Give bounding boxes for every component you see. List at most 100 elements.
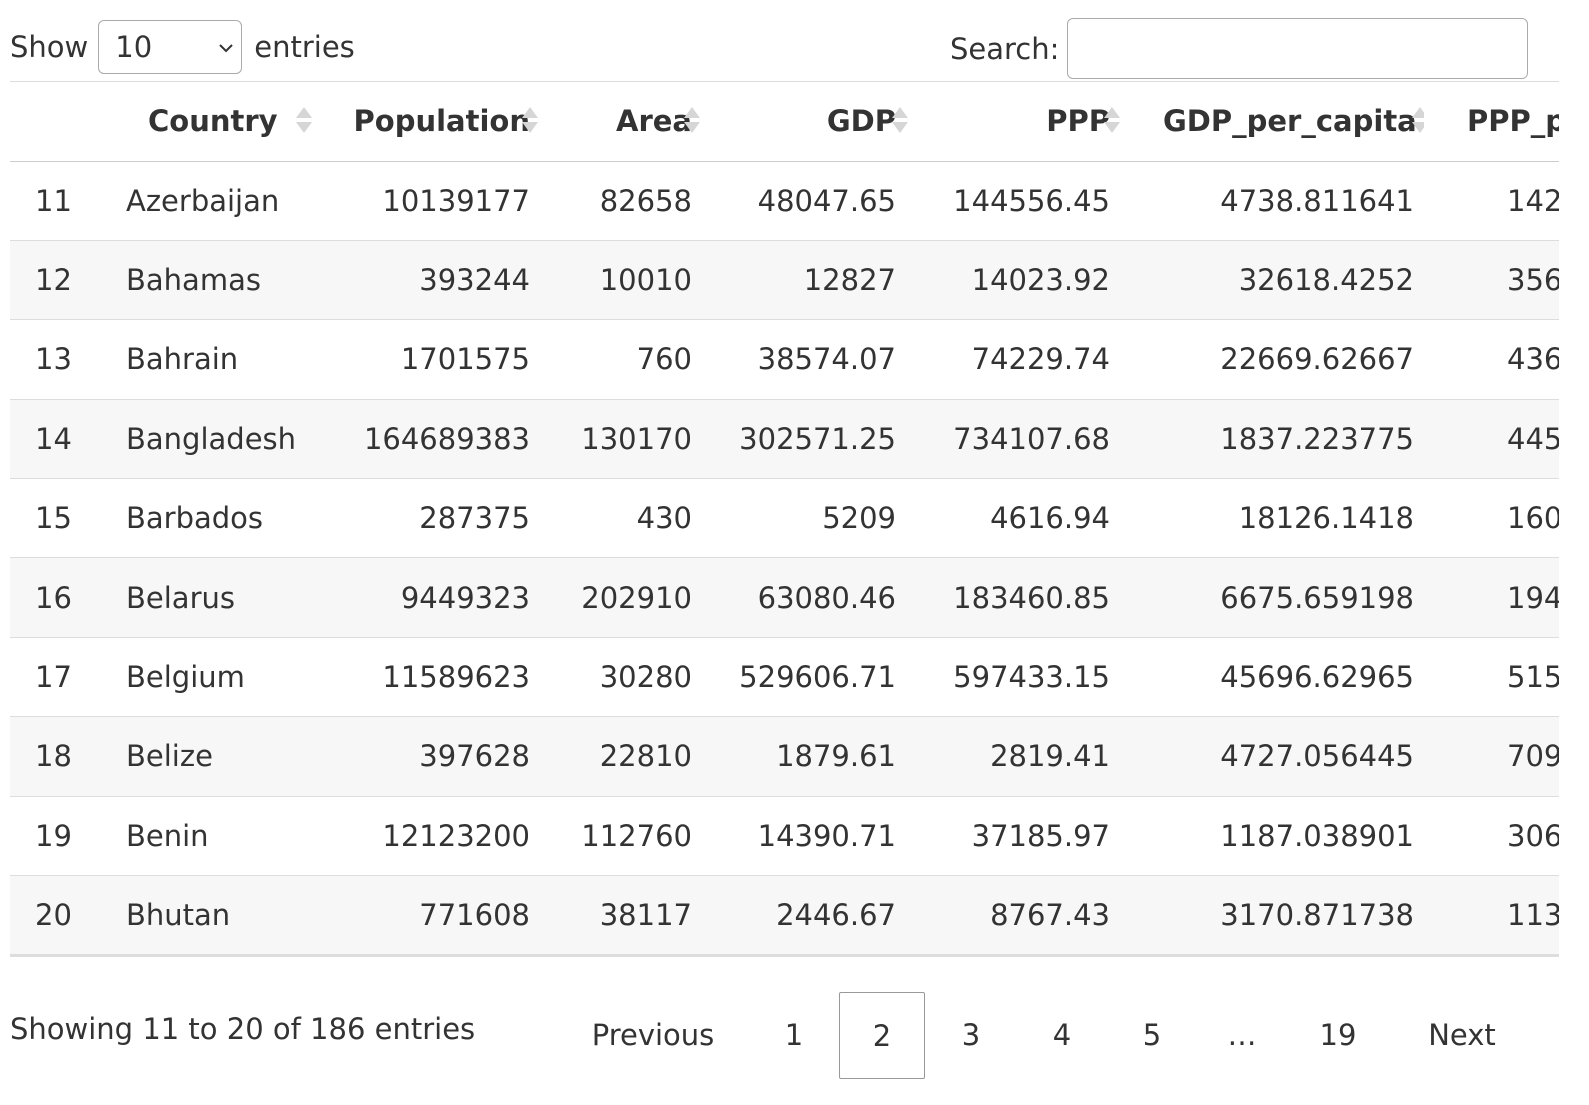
cell-ppp: 8767.43 xyxy=(909,875,1120,954)
entries-label: entries xyxy=(254,30,355,64)
cell-index: 17 xyxy=(10,636,126,717)
table-row: 15 Barbados 287375 430 5209 4616.94 18126.1418… xyxy=(10,478,1559,558)
cell-ppp-per-capita: 306 xyxy=(1424,795,1559,876)
cell-ppp-per-capita: 709 xyxy=(1424,716,1559,797)
table-row: 13 Bahrain 1701575 760 38574.07 74229.74 22669… xyxy=(10,319,1559,400)
data-table: Country Population Area GDP xyxy=(10,82,1559,954)
column-header-country[interactable]: Country xyxy=(126,82,340,162)
entries-per-page-value: 10 xyxy=(115,30,153,64)
column-header-ppp-per-capita[interactable]: PPP_p xyxy=(1424,82,1559,162)
cell-index: 14 xyxy=(10,398,126,479)
cell-gdp-per-capita: 1187.038901 xyxy=(1120,795,1424,876)
cell-population: 10139177 xyxy=(382,183,530,218)
pagination-page-button[interactable]: 5 xyxy=(1142,1018,1162,1052)
cell-gdp: 48047.65 xyxy=(757,183,896,218)
pagination-previous-button[interactable]: Previous xyxy=(591,1018,715,1052)
cell-ppp-per-capita: 445 xyxy=(1424,398,1559,479)
cell-country: Bangladesh xyxy=(126,398,340,479)
column-header-label: Population xyxy=(353,104,530,139)
cell-country: Bahrain xyxy=(126,319,340,400)
cell-gdp-per-capita: 3170.871738 xyxy=(1120,875,1424,954)
cell-population: 397628 xyxy=(340,716,538,797)
cell-gdp-per-capita: 6675.659198 xyxy=(1120,557,1424,638)
cell-index: 16 xyxy=(10,557,126,638)
cell-country: Belarus xyxy=(126,557,340,638)
cell-area: 202910 xyxy=(538,557,700,638)
table-row: 19 Benin 12123200 112760 14390.71 37185.97 118… xyxy=(10,795,1559,876)
cell-gdp-per-capita: 4738.811641 xyxy=(1220,183,1414,218)
pagination-page-button[interactable]: 3 xyxy=(961,1018,981,1052)
table-row: 14 Bangladesh 164689383 130170 302571.25 7341… xyxy=(10,398,1559,479)
cell-gdp: 529606.71 xyxy=(700,636,909,717)
cell-ppp: 144556.45 xyxy=(953,183,1110,218)
column-header-gdp-per-capita[interactable]: GDP_per_capita xyxy=(1120,82,1424,162)
pagination-page-button[interactable]: 19 xyxy=(1319,1018,1357,1052)
cell-gdp-per-capita: 1837.223775 xyxy=(1120,398,1424,479)
entries-per-page-select[interactable]: 10 xyxy=(98,20,243,74)
cell-gdp: 14390.71 xyxy=(700,795,909,876)
cell-population: 771608 xyxy=(340,875,538,954)
cell-gdp: 63080.46 xyxy=(700,557,909,638)
chevron-down-icon xyxy=(219,38,233,57)
table-viewport[interactable]: Country Population Area GDP xyxy=(10,81,1559,957)
sort-icon xyxy=(296,107,312,135)
table-row: 16 Belarus 9449323 202910 63080.46 183460.85 6… xyxy=(10,557,1559,638)
cell-area: 38117 xyxy=(538,875,700,954)
show-label: Show xyxy=(10,30,89,64)
cell-index: 12 xyxy=(10,239,126,320)
cell-index: 15 xyxy=(10,478,126,558)
cell-area: 82658 xyxy=(599,183,692,218)
column-header-label: Area xyxy=(616,104,692,139)
cell-ppp: 2819.41 xyxy=(909,716,1120,797)
pagination-ellipsis: … xyxy=(1227,1018,1257,1052)
column-header-area[interactable]: Area xyxy=(538,82,700,162)
cell-ppp-per-capita: 356 xyxy=(1424,239,1559,320)
length-control: Show 10 entries xyxy=(10,19,355,75)
cell-gdp: 2446.67 xyxy=(700,875,909,954)
cell-ppp: 597433.15 xyxy=(909,636,1120,717)
cell-ppp: 37185.97 xyxy=(909,795,1120,876)
column-header-population[interactable]: Population xyxy=(340,82,538,162)
cell-gdp-per-capita: 18126.1418 xyxy=(1120,478,1424,558)
cell-gdp: 1879.61 xyxy=(700,716,909,797)
cell-gdp: 302571.25 xyxy=(700,398,909,479)
search-label: Search: xyxy=(950,31,1060,66)
cell-gdp: 38574.07 xyxy=(700,319,909,400)
cell-ppp: 734107.68 xyxy=(909,398,1120,479)
sort-icon xyxy=(522,107,538,135)
cell-country: Benin xyxy=(126,795,340,876)
search-input[interactable] xyxy=(1067,18,1529,79)
cell-ppp-per-capita: 194 xyxy=(1424,557,1559,638)
cell-ppp: 74229.74 xyxy=(909,319,1120,400)
cell-gdp: 5209 xyxy=(700,478,909,558)
cell-country: Belgium xyxy=(126,636,340,717)
table-row: 18 Belize 397628 22810 1879.61 2819.41 4727.05… xyxy=(10,716,1559,797)
cell-population: 12123200 xyxy=(340,795,538,876)
column-header-ppp[interactable]: PPP xyxy=(909,82,1120,162)
column-header-label: GDP xyxy=(826,104,896,139)
pagination-page-button[interactable]: 4 xyxy=(1052,1018,1072,1052)
column-header-label: Country xyxy=(148,104,278,139)
column-header-index[interactable] xyxy=(10,82,126,162)
column-header-label: GDP_per_capita xyxy=(1163,104,1417,139)
cell-ppp-per-capita: 436 xyxy=(1424,319,1559,400)
cell-gdp-per-capita: 32618.4252 xyxy=(1120,239,1424,320)
cell-ppp-per-capita: 515 xyxy=(1424,636,1559,717)
cell-area: 30280 xyxy=(538,636,700,717)
datatable-wrapper: Show 10 entries Search: xyxy=(10,0,1589,1105)
cell-country: Belize xyxy=(126,716,340,797)
pagination-page-button[interactable]: 1 xyxy=(784,1018,804,1052)
table-row: 12 Bahamas 393244 10010 12827 14023.92 32618.4… xyxy=(10,239,1559,320)
cell-gdp: 12827 xyxy=(700,239,909,320)
cell-ppp-per-capita: 142 xyxy=(1507,183,1559,218)
table-row: 11 Azerbaijan 10139177 82658 48047.65 144556.… xyxy=(10,161,1559,240)
column-header-label: PPP xyxy=(1046,104,1110,139)
header-row: Country Population Area GDP xyxy=(10,82,1559,162)
pagination-next-button[interactable]: Next xyxy=(1428,1018,1496,1052)
cell-ppp-per-capita: 113 xyxy=(1424,875,1559,954)
column-header-gdp[interactable]: GDP xyxy=(700,82,909,162)
cell-ppp: 183460.85 xyxy=(909,557,1120,638)
pagination-page-button-current[interactable]: 2 xyxy=(839,992,925,1079)
cell-gdp-per-capita: 22669.62667 xyxy=(1120,319,1424,400)
cell-area: 760 xyxy=(538,319,700,400)
